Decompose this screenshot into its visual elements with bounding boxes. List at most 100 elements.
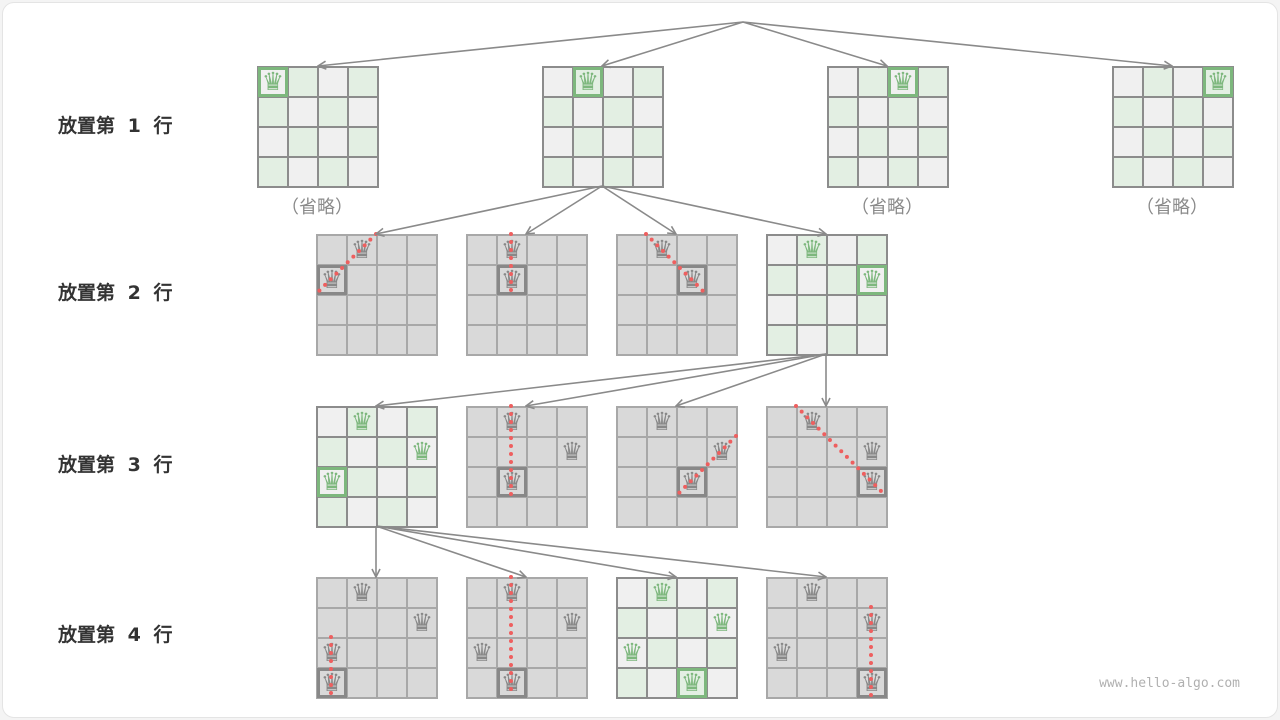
board-cell — [573, 157, 603, 187]
board-cell — [573, 127, 603, 157]
board-cell — [557, 295, 587, 325]
board-cell: ♛ — [677, 467, 707, 497]
board-cell — [827, 608, 857, 638]
board-cell — [918, 97, 948, 127]
queen-icon: ♛ — [470, 638, 494, 667]
board-cell — [767, 467, 797, 497]
omitted-label: （省略） — [281, 197, 353, 218]
board-cell: ♛ — [797, 235, 827, 265]
valid-board: ♛ — [827, 66, 949, 188]
board-cell — [377, 295, 407, 325]
current-placement-highlight — [677, 467, 707, 497]
invalid-board: ♛ ♛ ♛ ♛ — [466, 577, 588, 699]
queen-icon: ♛ — [350, 578, 374, 607]
watermark: www.hello-algo.com — [1099, 676, 1240, 691]
board-cell — [797, 295, 827, 325]
omitted-label: （省略） — [1136, 197, 1208, 218]
invalid-board: ♛ ♛ ♛ — [616, 406, 738, 528]
board-cell: ♛ — [347, 235, 377, 265]
queen-icon: ♛ — [261, 67, 285, 96]
board-cell — [797, 668, 827, 698]
board-cell — [827, 467, 857, 497]
board-cell — [603, 157, 633, 187]
board-cell — [317, 407, 347, 437]
queen-icon: ♛ — [650, 578, 674, 607]
board-cell — [797, 467, 827, 497]
board-cell — [527, 437, 557, 467]
board-cell — [827, 265, 857, 295]
board-cell — [828, 97, 858, 127]
board-cell — [543, 67, 573, 97]
board-cell: ♛ — [677, 668, 707, 698]
board-cell — [677, 325, 707, 355]
board-cell — [527, 295, 557, 325]
board-cell — [467, 265, 497, 295]
board-cell — [467, 437, 497, 467]
board-cell — [527, 325, 557, 355]
board-cell — [797, 437, 827, 467]
board-cell — [707, 467, 737, 497]
board-cell — [407, 638, 437, 668]
board-cell — [677, 608, 707, 638]
board-cell — [377, 638, 407, 668]
queen-icon: ♛ — [800, 235, 824, 264]
board-cell — [858, 67, 888, 97]
board-cell — [347, 295, 377, 325]
board-cell: ♛ — [497, 467, 527, 497]
board-cell — [347, 265, 377, 295]
board-cell — [857, 407, 887, 437]
board-cell — [377, 578, 407, 608]
board-cell — [318, 97, 348, 127]
queen-icon: ♛ — [560, 608, 584, 637]
board-cell: ♛ — [347, 578, 377, 608]
board-cell — [467, 407, 497, 437]
board-cell: ♛ — [497, 235, 527, 265]
current-placement-highlight — [317, 467, 347, 497]
board-cell: ♛ — [1203, 67, 1233, 97]
board-cell — [557, 407, 587, 437]
queen-icon: ♛ — [650, 235, 674, 264]
board-cell — [348, 67, 378, 97]
board-cell: ♛ — [797, 578, 827, 608]
board-cell — [407, 497, 437, 527]
row-label-2: 放置第 2 行 — [58, 282, 173, 304]
board-cell — [1113, 97, 1143, 127]
board-cell — [467, 668, 497, 698]
board-cell — [377, 608, 407, 638]
board-cell — [647, 295, 677, 325]
queen-icon: ♛ — [620, 638, 644, 667]
board-cell — [827, 235, 857, 265]
board-cell: ♛ — [407, 437, 437, 467]
queen-icon: ♛ — [560, 437, 584, 466]
board-cell: ♛ — [467, 638, 497, 668]
board-cell — [617, 265, 647, 295]
board-cell — [288, 67, 318, 97]
board-cell — [827, 638, 857, 668]
board-cell — [677, 497, 707, 527]
board-cell: ♛ — [707, 437, 737, 467]
current-placement-highlight — [1203, 67, 1233, 97]
board-cell — [603, 97, 633, 127]
queen-icon: ♛ — [320, 638, 344, 667]
board-cell — [797, 325, 827, 355]
board-cell — [888, 157, 918, 187]
board-cell — [603, 127, 633, 157]
current-placement-highlight — [857, 668, 887, 698]
board-cell — [647, 668, 677, 698]
board-cell — [407, 325, 437, 355]
queen-icon: ♛ — [770, 638, 794, 667]
board-cell: ♛ — [677, 265, 707, 295]
board-cell — [828, 67, 858, 97]
board-cell: ♛ — [857, 437, 887, 467]
board-cell — [497, 437, 527, 467]
board-cell — [318, 127, 348, 157]
valid-board: ♛ — [542, 66, 664, 188]
board-cell: ♛ — [573, 67, 603, 97]
queen-icon: ♛ — [680, 668, 704, 697]
board-cell — [318, 157, 348, 187]
board-cell: ♛ — [258, 67, 288, 97]
row-label-3: 放置第 3 行 — [58, 454, 173, 476]
board-cell — [527, 497, 557, 527]
board-cell — [557, 235, 587, 265]
board-cell — [767, 437, 797, 467]
